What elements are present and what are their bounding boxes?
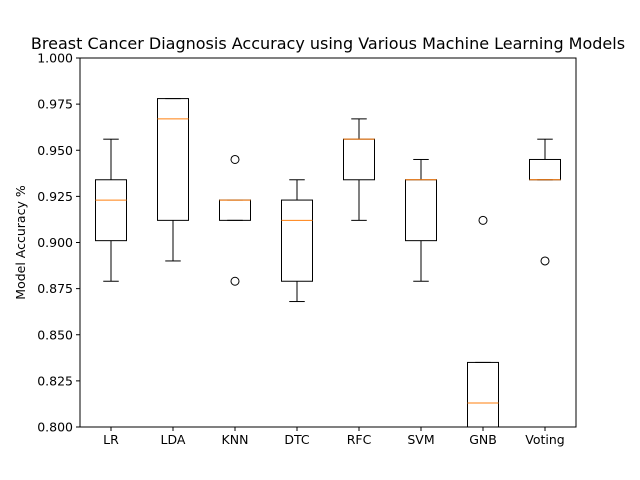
y-tick-label: 0.925 [37, 189, 73, 204]
y-tick-label: 0.825 [37, 373, 73, 388]
box-voting [529, 138, 561, 266]
box-body [95, 179, 127, 242]
x-tick-label: DTC [284, 432, 310, 447]
box-body [467, 361, 499, 427]
y-tick-label: 0.875 [37, 281, 73, 296]
chart-title: Breast Cancer Diagnosis Accuracy using V… [31, 34, 625, 53]
x-tick-label: SVM [407, 432, 434, 447]
box-body [219, 199, 251, 221]
boxes-layer [95, 98, 561, 427]
outlier-point [230, 154, 240, 164]
y-tick-label: 0.850 [37, 327, 73, 342]
y-axis: 0.800 0.825 0.850 0.875 0.900 0.925 0.950 0.975… [37, 51, 80, 435]
box-body [405, 179, 437, 242]
y-tick-label: 0.900 [37, 235, 73, 250]
y-tick-label: 0.950 [37, 143, 73, 158]
x-axis: LR LDA KNN DTC RFC SVM GNB Voting [103, 427, 565, 447]
box-dtc [281, 179, 313, 303]
box-knn [219, 154, 251, 286]
box-body [281, 199, 313, 282]
y-tick-label: 0.800 [37, 420, 73, 435]
box-svm [405, 158, 437, 282]
x-tick-label: LDA [161, 432, 186, 447]
box-rfc [343, 118, 375, 221]
box-body [343, 138, 375, 181]
box-body [157, 98, 189, 221]
x-tick-label: KNN [222, 432, 249, 447]
box-lda [157, 98, 189, 262]
outlier-point [230, 276, 240, 286]
y-axis-label: Model Accuracy % [13, 185, 28, 300]
box-body [529, 158, 561, 181]
box-gnb [467, 215, 499, 427]
x-tick-label: Voting [525, 432, 564, 447]
x-tick-label: GNB [469, 432, 497, 447]
plot-frame [79, 57, 577, 428]
y-tick-label: 0.975 [37, 97, 73, 112]
box-lr [95, 138, 127, 282]
y-tick-label: 1.000 [37, 51, 73, 66]
x-tick-label: RFC [347, 432, 372, 447]
outlier-point [478, 215, 488, 225]
x-tick-label: LR [103, 432, 119, 447]
outlier-point [540, 256, 550, 266]
